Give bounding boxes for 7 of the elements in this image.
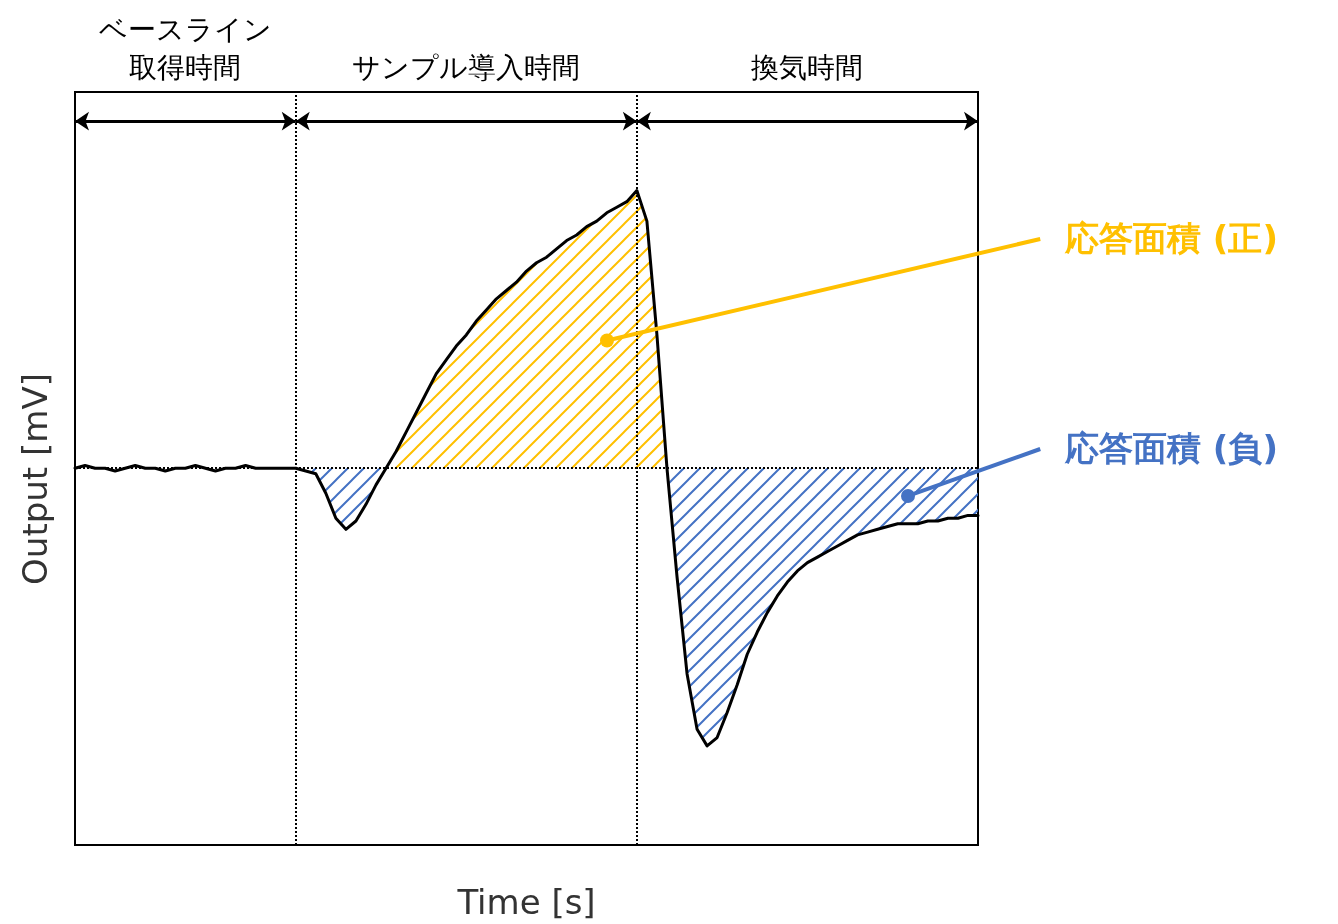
text: 応答面積 (負) <box>1065 427 1278 470</box>
text: サンプル導入時間 <box>352 50 581 84</box>
text: 換気時間 <box>751 50 864 84</box>
x-axis-title: Time [s] <box>456 882 596 922</box>
text: 応答面積 (正) <box>1065 217 1278 260</box>
text: ベースライン取得時間 <box>98 12 272 84</box>
y-axis-title: Output [mV] <box>14 372 55 585</box>
